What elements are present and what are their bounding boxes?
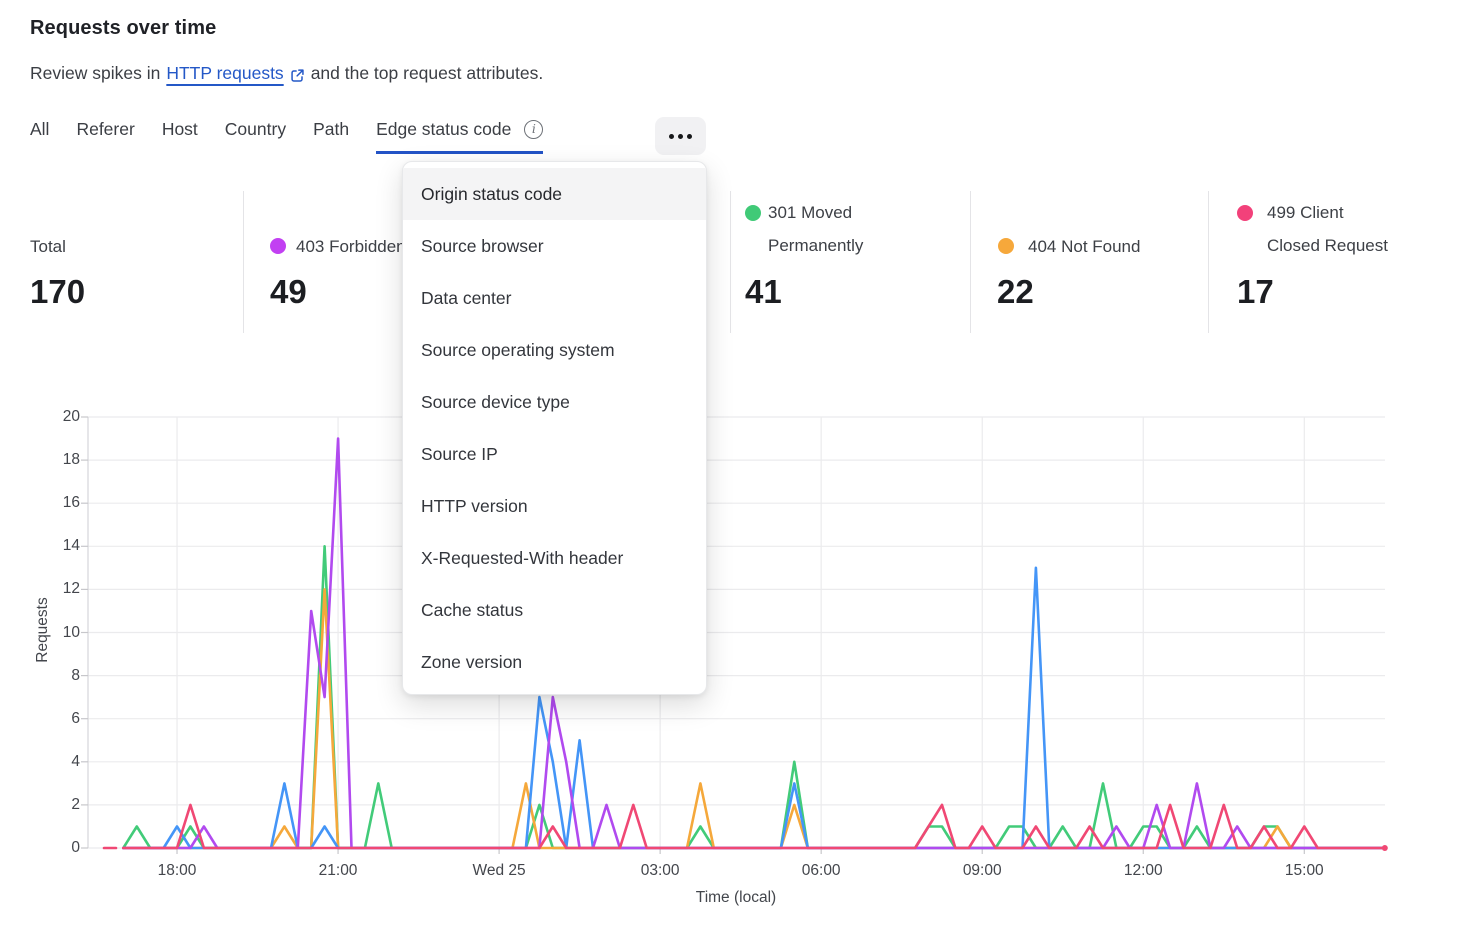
- tab-referer[interactable]: Referer: [76, 119, 135, 139]
- requests-over-time-chart: [81, 416, 1388, 854]
- y-tick-label: 6: [71, 709, 80, 727]
- stat-404-label: 404 Not Found: [1028, 237, 1141, 256]
- y-tick-label: 10: [62, 623, 80, 641]
- ellipsis-icon: [669, 133, 674, 139]
- legend-dot-404: [998, 238, 1014, 254]
- http-requests-link[interactable]: HTTP requests: [166, 63, 284, 83]
- x-tick-label: 18:00: [157, 862, 197, 879]
- stat-divider: [730, 191, 731, 333]
- y-tick-label: 20: [62, 408, 80, 425]
- y-tick-label: 4: [71, 752, 80, 770]
- y-tick-label: 18: [62, 451, 80, 469]
- page-title: Requests over time: [30, 17, 217, 39]
- menu-item-x-requested-with-header[interactable]: X-Requested-With header: [421, 548, 624, 568]
- menu-item-origin-status-code[interactable]: Origin status code: [403, 168, 706, 220]
- stat-403-value: 49: [270, 273, 307, 310]
- stat-divider: [243, 191, 244, 333]
- menu-item-data-center[interactable]: Data center: [421, 288, 512, 308]
- stat-499-label: 499 Client Closed Request: [1267, 203, 1388, 255]
- legend-dot-403: [270, 238, 286, 254]
- attribute-dropdown-menu: Origin status code Source browser Data c…: [402, 161, 707, 695]
- tab-country[interactable]: Country: [224, 119, 287, 139]
- stat-499-value: 17: [1237, 273, 1274, 310]
- y-tick-label: 0: [71, 839, 80, 856]
- menu-item-source-device-type[interactable]: Source device type: [421, 392, 570, 412]
- x-tick-label: Wed 25: [472, 862, 526, 879]
- stat-divider: [1208, 191, 1209, 333]
- y-tick-label: 14: [62, 537, 80, 555]
- external-link-icon: [290, 67, 305, 82]
- y-tick-label: 8: [71, 666, 80, 684]
- stat-total-label: Total: [30, 237, 66, 256]
- y-tick-label: 16: [62, 494, 80, 512]
- x-tick-label: 06:00: [801, 862, 841, 879]
- tab-edge-status-code[interactable]: Edge status code i: [376, 119, 544, 154]
- menu-item-source-browser[interactable]: Source browser: [421, 236, 544, 256]
- info-icon[interactable]: i: [524, 120, 544, 139]
- tab-path[interactable]: Path: [313, 119, 350, 139]
- subtitle-prefix: Review spikes in: [30, 63, 161, 83]
- stat-divider: [970, 191, 971, 333]
- x-axis-title: Time (local): [695, 889, 777, 906]
- attribute-tabbar: All Referer Host Country Path Edge statu…: [30, 119, 544, 154]
- stat-301-label: 301 Moved Permanently: [768, 203, 864, 255]
- subtitle: Review spikes in HTTP requests and the t…: [30, 63, 543, 84]
- x-tick-label: 21:00: [318, 862, 358, 879]
- stat-403-label: 403 Forbidden: [296, 237, 406, 256]
- tab-all[interactable]: All: [30, 119, 50, 139]
- x-tick-label: 03:00: [640, 862, 680, 879]
- x-tick-label: 12:00: [1123, 862, 1163, 879]
- menu-item-source-operating-system[interactable]: Source operating system: [421, 340, 615, 360]
- subtitle-suffix: and the top request attributes.: [310, 63, 544, 83]
- more-attributes-button[interactable]: [655, 117, 706, 155]
- legend-dot-499: [1237, 205, 1253, 221]
- stat-301-value: 41: [745, 273, 782, 310]
- x-tick-label: 09:00: [962, 862, 1002, 879]
- stat-404-value: 22: [997, 273, 1034, 310]
- legend-dot-301: [745, 205, 761, 221]
- stat-total-value: 170: [30, 273, 86, 310]
- tab-host[interactable]: Host: [161, 119, 198, 139]
- y-tick-label: 2: [71, 795, 80, 813]
- x-tick-label: 15:00: [1284, 862, 1324, 879]
- menu-item-http-version[interactable]: HTTP version: [421, 496, 528, 516]
- menu-item-zone-version[interactable]: Zone version: [421, 652, 523, 672]
- tab-edge-status-code-label: Edge status code: [376, 119, 512, 139]
- menu-item-cache-status[interactable]: Cache status: [421, 600, 524, 620]
- menu-item-source-ip[interactable]: Source IP: [421, 444, 498, 464]
- y-tick-label: 12: [62, 580, 80, 598]
